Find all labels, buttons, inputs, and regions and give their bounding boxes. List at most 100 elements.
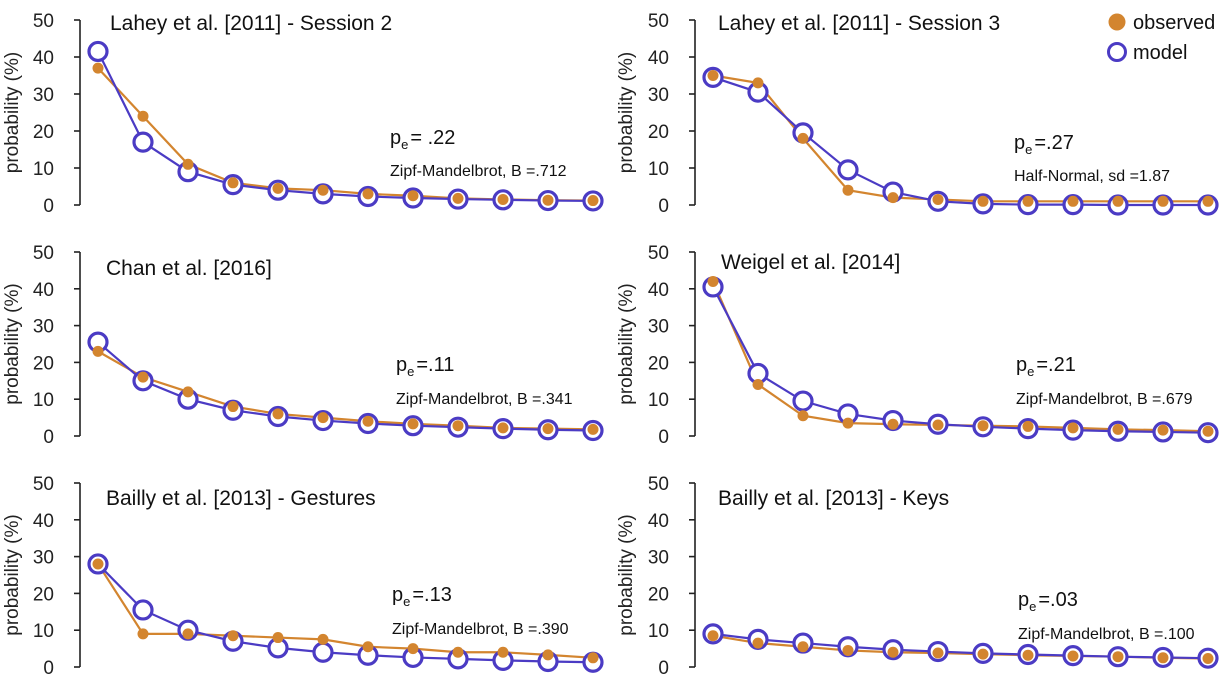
chart-panel-6: 0 10 20 30 40 50 probability (%) Bailly et al. … xyxy=(616,474,1219,679)
model-point xyxy=(132,131,154,153)
observed-point xyxy=(317,412,329,424)
y-tick-label: 20 xyxy=(648,353,669,374)
y-axis-label: probability (%) xyxy=(2,514,23,635)
observed-point xyxy=(497,646,509,658)
y-tick-label: 20 xyxy=(33,122,54,143)
pe-subscript: e xyxy=(407,364,414,379)
observed-point xyxy=(797,132,809,144)
observed-point xyxy=(707,275,719,287)
observed-point xyxy=(407,643,419,655)
model-fit-label: Zipf-Mandelbrot, B =.679 xyxy=(1016,391,1193,408)
pe-letter: p xyxy=(1016,354,1027,376)
observed-point xyxy=(1202,653,1214,665)
pe-subscript: e xyxy=(401,137,408,152)
pe-value: =.03 xyxy=(1038,589,1077,611)
observed-point xyxy=(1202,195,1214,207)
observed-point xyxy=(452,192,464,204)
y-tick-label: 10 xyxy=(33,159,54,180)
pe-annotation: pe =.21 xyxy=(1016,354,1076,379)
observed-point xyxy=(1022,195,1034,207)
observed-point xyxy=(92,62,104,74)
y-tick-label: 40 xyxy=(648,48,669,69)
model-fit-label: Zipf-Mandelbrot, B =.712 xyxy=(390,163,567,180)
pe-subscript: e xyxy=(1025,142,1032,157)
observed-point xyxy=(707,70,719,81)
observed-point xyxy=(797,410,809,422)
observed-point xyxy=(1067,195,1079,207)
observed-point xyxy=(1157,424,1169,436)
observed-point xyxy=(842,184,854,196)
observed-point xyxy=(1067,422,1079,434)
y-tick-label: 30 xyxy=(33,548,54,569)
pe-letter: p xyxy=(390,127,401,149)
y-tick-label: 0 xyxy=(658,658,669,679)
model-point xyxy=(87,40,109,63)
observed-point xyxy=(452,420,464,432)
observed-point xyxy=(1112,651,1124,663)
pe-value: = .22 xyxy=(410,127,455,149)
observed-point xyxy=(1022,649,1034,661)
model-fit-label: Zipf-Mandelbrot, B =.390 xyxy=(392,621,569,638)
y-tick-label: 0 xyxy=(43,658,54,679)
y-tick-label: 40 xyxy=(33,48,54,69)
chart-title: Lahey et al. [2011] - Session 3 xyxy=(718,12,1000,35)
observed-point xyxy=(752,637,764,649)
pe-annotation: pe =.11 xyxy=(396,354,454,379)
y-tick-label: 10 xyxy=(648,621,669,642)
observed-point xyxy=(362,415,374,427)
observed-point xyxy=(272,632,284,644)
y-tick-label: 10 xyxy=(33,390,54,411)
model-point xyxy=(312,641,334,663)
observed-point xyxy=(587,652,599,664)
y-tick-label: 30 xyxy=(648,317,669,338)
chart-title: Weigel et al. [2014] xyxy=(721,251,900,274)
observed-series-line xyxy=(97,67,594,202)
y-tick-label: 50 xyxy=(648,474,669,495)
observed-point xyxy=(977,420,989,432)
observed-point xyxy=(407,190,419,202)
y-tick-label: 20 xyxy=(648,584,669,605)
y-tick-label: 30 xyxy=(648,85,669,106)
observed-point xyxy=(362,188,374,200)
y-tick-label: 20 xyxy=(33,353,54,374)
y-axis-label: probability (%) xyxy=(616,283,637,404)
y-tick-label: 30 xyxy=(648,548,669,569)
observed-point xyxy=(92,345,104,357)
observed-point xyxy=(707,630,719,642)
pe-annotation: pe =.27 xyxy=(1014,132,1074,157)
observed-point xyxy=(137,371,149,383)
chart-title: Chan et al. [2016] xyxy=(106,257,272,280)
legend-observed-label: observed xyxy=(1133,12,1215,34)
observed-point xyxy=(542,649,554,661)
chart-panel-1: 0 10 20 30 40 50 probability (%) Lahey et al. [… xyxy=(2,11,604,217)
y-tick-label: 50 xyxy=(648,243,669,264)
observed-point xyxy=(452,646,464,658)
observed-point xyxy=(887,192,899,204)
observed-point xyxy=(182,158,194,170)
chart-panels: 0 10 20 30 40 50 probability (%) Lahey et al. [… xyxy=(2,11,1219,679)
observed-point xyxy=(92,558,104,570)
observed-point xyxy=(317,184,329,196)
model-point xyxy=(132,599,154,621)
observed-point xyxy=(182,386,194,398)
chart-title: Bailly et al. [2013] - Keys xyxy=(718,487,949,510)
observed-point xyxy=(977,648,989,660)
observed-point xyxy=(1157,652,1169,664)
chart-title: Lahey et al. [2011] - Session 2 xyxy=(110,12,392,35)
pe-annotation: pe =.03 xyxy=(1018,589,1078,614)
observed-point xyxy=(842,417,854,429)
pe-subscript: e xyxy=(403,594,410,609)
legend-model-marker xyxy=(1107,42,1127,62)
observed-point xyxy=(842,644,854,656)
y-tick-label: 50 xyxy=(33,11,54,32)
model-fit-label: Zipf-Mandelbrot, B =.100 xyxy=(1018,626,1195,643)
y-axis-label: probability (%) xyxy=(616,514,637,635)
pe-letter: p xyxy=(396,354,407,376)
pe-value: =.13 xyxy=(412,584,451,606)
y-tick-label: 40 xyxy=(33,280,54,301)
observed-point xyxy=(497,422,509,434)
chart-panel-3: 0 10 20 30 40 50 probability (%) Chan et al. [2… xyxy=(2,243,604,448)
observed-point xyxy=(932,193,944,205)
observed-point xyxy=(797,641,809,653)
